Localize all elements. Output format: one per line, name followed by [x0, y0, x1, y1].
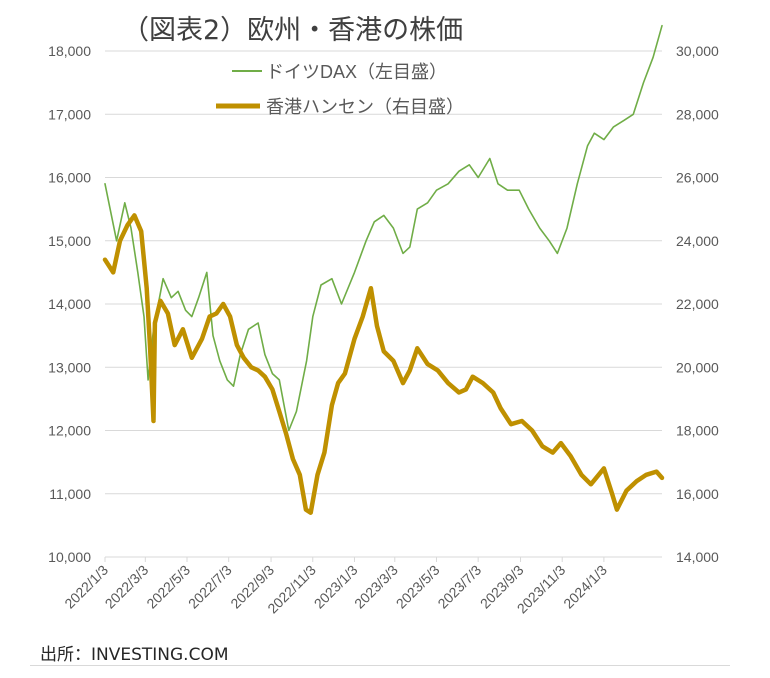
x-tick-label: 2022/1/3: [61, 562, 111, 612]
right-tick-label: 20,000: [676, 359, 719, 375]
legend-label-hsi: 香港ハンセン（右目盛）: [266, 97, 464, 117]
right-y-axis: 14,000 16,000 18,000 20,000 22,000 24,000 26,0…: [676, 43, 719, 565]
series-layer: [102, 24, 665, 515]
left-tick-label: 15,000: [48, 233, 91, 249]
left-tick-label: 16,000: [48, 170, 91, 186]
series-line-hsi: [102, 213, 665, 515]
source-note: 出所：INVESTING.COM: [40, 645, 229, 665]
legend: ドイツDAX（左目盛） 香港ハンセン（右目盛）: [216, 62, 464, 117]
right-tick-label: 18,000: [676, 423, 719, 439]
bottom-rule: [30, 665, 730, 666]
x-axis: 2022/1/32022/3/32022/5/32022/7/32022/9/3…: [61, 557, 610, 616]
right-tick-label: 30,000: [676, 43, 719, 59]
left-tick-label: 14,000: [48, 296, 91, 312]
left-tick-label: 10,000: [48, 549, 91, 565]
x-tick-label: 2023/5/3: [393, 562, 443, 612]
right-tick-label: 22,000: [676, 296, 719, 312]
x-tick-label: 2023/3/3: [351, 562, 401, 612]
left-y-axis: 10,000 11,000 12,000 13,000 14,000 15,000 16,0…: [48, 43, 91, 565]
left-tick-label: 18,000: [48, 43, 91, 59]
x-tick-label: 2023/1/3: [311, 562, 361, 612]
left-tick-label: 12,000: [48, 423, 91, 439]
x-tick-label: 2022/5/3: [143, 562, 193, 612]
right-tick-label: 14,000: [676, 549, 719, 565]
right-tick-label: 16,000: [676, 486, 719, 502]
legend-label-dax: ドイツDAX（左目盛）: [266, 62, 447, 82]
left-tick-label: 11,000: [49, 486, 91, 502]
chart-title: （図表2）欧州・香港の株価: [122, 15, 464, 46]
x-tick-label: 2023/7/3: [434, 562, 484, 612]
x-tick-label: 2022/7/3: [185, 562, 235, 612]
series-line-dax: [104, 24, 663, 432]
left-tick-label: 13,000: [48, 359, 91, 375]
right-tick-label: 26,000: [676, 170, 719, 186]
right-tick-label: 24,000: [676, 233, 719, 249]
x-tick-label: 2024/1/3: [560, 562, 610, 612]
right-tick-label: 28,000: [676, 106, 719, 122]
gridlines: [105, 50, 662, 558]
left-tick-label: 17,000: [48, 106, 91, 122]
x-tick-label: 2022/3/3: [102, 562, 152, 612]
